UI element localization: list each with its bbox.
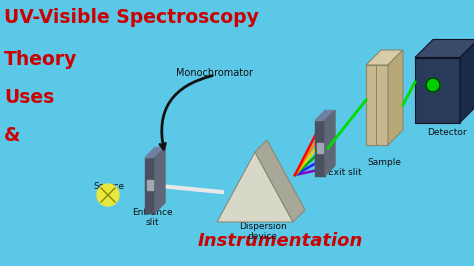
FancyBboxPatch shape: [145, 157, 155, 213]
FancyBboxPatch shape: [415, 57, 460, 123]
Polygon shape: [145, 148, 165, 157]
Text: Source: Source: [93, 182, 124, 191]
Text: Monochromator: Monochromator: [176, 68, 254, 78]
FancyBboxPatch shape: [317, 143, 323, 153]
Text: &: &: [4, 126, 20, 145]
Text: Instrumentation: Instrumentation: [198, 232, 364, 250]
Text: Uses: Uses: [4, 88, 54, 107]
Polygon shape: [366, 50, 403, 65]
Polygon shape: [460, 39, 474, 123]
Text: Theory: Theory: [4, 50, 77, 69]
Polygon shape: [415, 39, 474, 57]
Text: Sample: Sample: [367, 158, 401, 167]
Text: Detector: Detector: [427, 128, 466, 137]
FancyBboxPatch shape: [366, 65, 388, 145]
Circle shape: [426, 78, 440, 92]
Polygon shape: [325, 110, 335, 176]
Polygon shape: [155, 148, 165, 213]
Text: Entrance
slit: Entrance slit: [132, 208, 173, 227]
Polygon shape: [388, 50, 403, 145]
Polygon shape: [315, 110, 335, 120]
Polygon shape: [217, 152, 293, 222]
Text: Dispersion
device: Dispersion device: [239, 222, 287, 242]
FancyBboxPatch shape: [147, 180, 153, 190]
Text: UV-Visible Spectroscopy: UV-Visible Spectroscopy: [4, 8, 259, 27]
Circle shape: [97, 184, 119, 206]
Polygon shape: [255, 140, 305, 222]
FancyBboxPatch shape: [315, 120, 325, 176]
Text: Exit slit: Exit slit: [328, 168, 362, 177]
